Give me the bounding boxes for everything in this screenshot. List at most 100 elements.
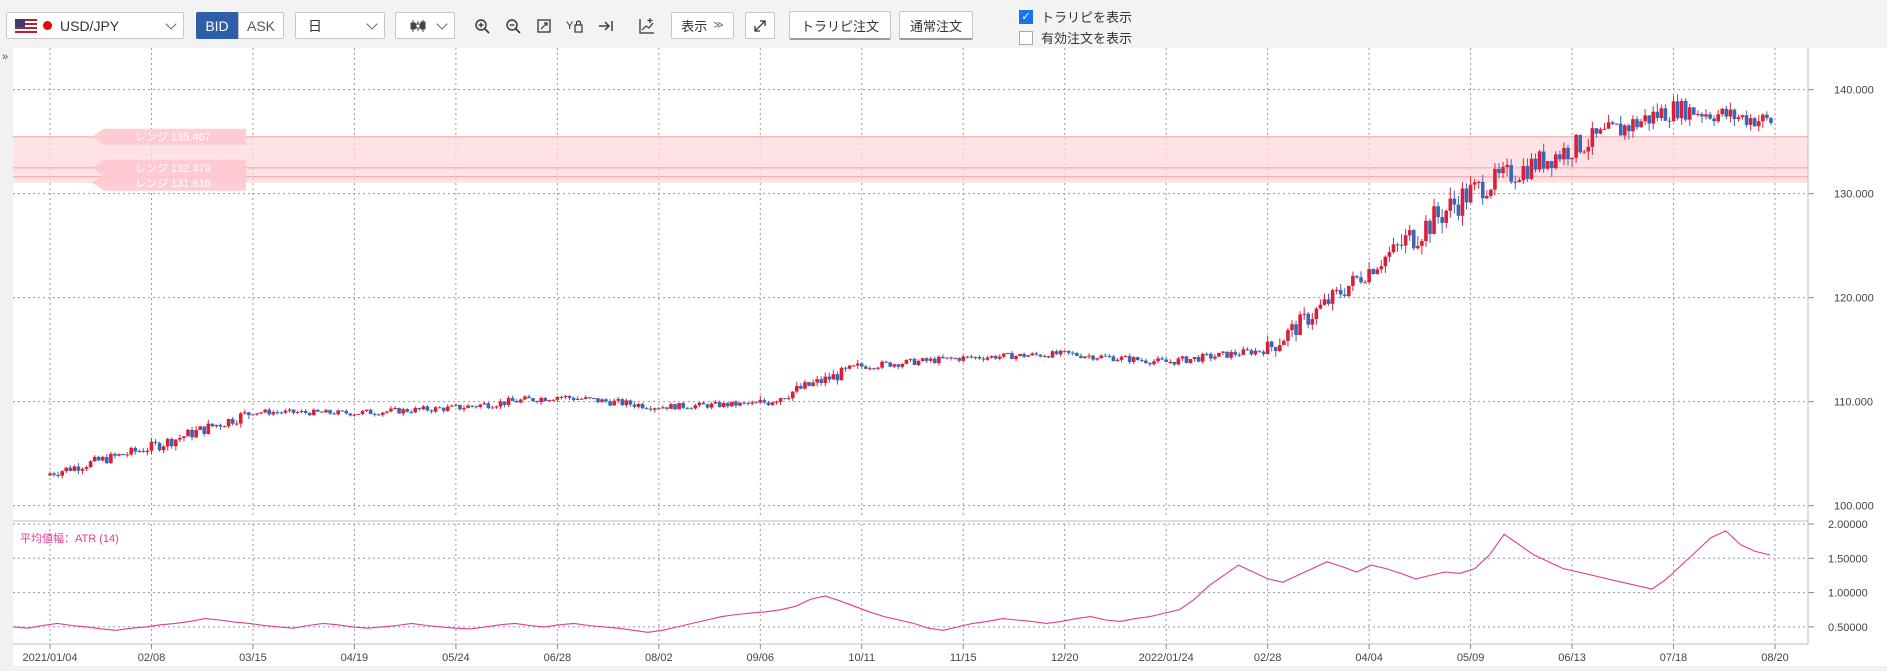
price-chart[interactable]: » レンジ 135.467 レンジ 132.479 レンジ 131.616 100.… bbox=[0, 48, 1887, 666]
candle-body bbox=[888, 362, 892, 367]
collapse-panel-icon[interactable]: » bbox=[2, 51, 8, 63]
candle-body bbox=[782, 398, 787, 400]
candle-body bbox=[1265, 341, 1270, 354]
show-valid-orders-checkbox[interactable]: 有効注文を表示 bbox=[1019, 28, 1132, 47]
candle-body bbox=[401, 409, 405, 414]
bid-button[interactable]: BID bbox=[196, 12, 238, 39]
candle-body bbox=[1383, 256, 1388, 267]
candle-body bbox=[502, 401, 507, 405]
candle-body bbox=[344, 410, 349, 414]
display-menu-button[interactable]: 表示 ≫ bbox=[671, 12, 734, 39]
candle-body bbox=[640, 404, 645, 409]
x-tick-label: 08/20 bbox=[1761, 652, 1789, 664]
checkbox-unchecked-icon bbox=[1019, 30, 1033, 45]
candle-body bbox=[482, 403, 487, 405]
candle-body bbox=[681, 403, 685, 408]
candle-body bbox=[1342, 294, 1347, 296]
show-trap-checkbox[interactable]: ✓ トラリピを表示 bbox=[1019, 7, 1132, 26]
candle-body bbox=[892, 364, 897, 367]
candle-body bbox=[705, 404, 710, 408]
candle-body bbox=[1058, 350, 1063, 355]
zoom-out-icon[interactable] bbox=[499, 12, 527, 39]
candle-body bbox=[648, 408, 653, 410]
candle-body bbox=[1485, 196, 1489, 199]
candle-body bbox=[527, 396, 531, 399]
zoom-in-icon[interactable] bbox=[468, 12, 496, 39]
candle-body bbox=[1509, 165, 1513, 182]
range-label-tag bbox=[92, 159, 246, 176]
candle-body bbox=[1468, 184, 1473, 203]
candle-body bbox=[381, 412, 385, 415]
scroll-to-latest-icon[interactable] bbox=[592, 12, 620, 39]
candle-body bbox=[937, 356, 941, 364]
candle-body bbox=[803, 382, 807, 389]
candle-body bbox=[433, 407, 438, 412]
normal-order-button[interactable]: 通常注文 bbox=[899, 11, 973, 40]
candle-body bbox=[1391, 244, 1396, 253]
candle-body bbox=[1302, 313, 1306, 315]
period-select[interactable]: 日 bbox=[295, 12, 385, 39]
ask-button[interactable]: ASK bbox=[238, 12, 284, 39]
candle-body bbox=[1472, 182, 1477, 185]
candle-body bbox=[823, 376, 828, 384]
y-tick-label: 120.000 bbox=[1834, 293, 1874, 305]
candle-body bbox=[1687, 107, 1692, 120]
candle-body bbox=[734, 401, 738, 406]
candle-body bbox=[1192, 357, 1197, 360]
candle-body bbox=[1107, 356, 1112, 358]
y-axis-lock-icon[interactable]: Y bbox=[561, 12, 589, 39]
trap-repeat-order-button[interactable]: トラリピ注文 bbox=[789, 11, 891, 40]
candle-body bbox=[523, 396, 527, 400]
x-tick-label: 05/09 bbox=[1457, 652, 1485, 664]
currency-pair-select[interactable]: USD/JPY bbox=[6, 12, 184, 39]
candle-body bbox=[1602, 128, 1607, 130]
candle-body bbox=[1050, 351, 1055, 358]
candle-body bbox=[949, 357, 953, 359]
candle-body bbox=[1326, 299, 1331, 304]
candle-body bbox=[283, 410, 288, 413]
candle-body bbox=[194, 429, 198, 438]
show-trap-label: トラリピを表示 bbox=[1041, 10, 1133, 25]
candle-body bbox=[697, 402, 702, 406]
candle-body bbox=[1614, 123, 1619, 125]
candle-body bbox=[247, 412, 251, 416]
candle-body bbox=[778, 398, 783, 402]
candle-body bbox=[766, 402, 771, 406]
candle-body bbox=[409, 411, 414, 413]
candle-body bbox=[519, 399, 523, 403]
atr-series-line bbox=[12, 530, 1771, 633]
candle-body bbox=[1639, 121, 1643, 128]
display-menu-label: 表示 bbox=[681, 19, 708, 34]
candle-body bbox=[989, 355, 994, 358]
candle-body bbox=[1379, 266, 1384, 270]
candle-body bbox=[673, 404, 677, 410]
fit-screen-icon[interactable] bbox=[530, 12, 558, 39]
candle-body bbox=[376, 414, 381, 416]
candle-body bbox=[1428, 220, 1432, 235]
chart-type-select[interactable] bbox=[395, 12, 455, 39]
candle-body bbox=[1671, 101, 1676, 122]
candle-body bbox=[149, 441, 154, 451]
candle-body bbox=[72, 466, 77, 471]
candle-body bbox=[1586, 146, 1591, 152]
candle-body bbox=[531, 398, 535, 402]
candle-body bbox=[48, 473, 52, 476]
candle-body bbox=[307, 412, 312, 416]
candle-body bbox=[1278, 345, 1282, 352]
candle-body bbox=[360, 411, 365, 414]
candle-body bbox=[1217, 352, 1221, 357]
add-indicator-icon[interactable] bbox=[633, 12, 661, 39]
chart-area[interactable]: » レンジ 135.467 レンジ 132.479 レンジ 131.616 100.… bbox=[0, 48, 1887, 671]
candle-body bbox=[1700, 114, 1704, 117]
candle-body bbox=[1363, 282, 1367, 284]
candle-body bbox=[961, 356, 966, 361]
candle-body bbox=[1156, 358, 1160, 362]
candle-body bbox=[1647, 115, 1651, 124]
candle-body bbox=[234, 423, 239, 425]
candle-body bbox=[758, 400, 763, 403]
candle-body bbox=[1355, 275, 1359, 278]
candle-body bbox=[1578, 134, 1582, 153]
fullscreen-button[interactable] bbox=[745, 12, 775, 39]
candle-body bbox=[117, 454, 121, 456]
candle-body bbox=[596, 398, 600, 403]
